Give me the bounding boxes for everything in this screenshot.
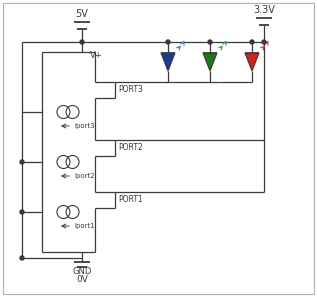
Text: 3.3V: 3.3V xyxy=(253,5,275,15)
Text: 5V: 5V xyxy=(75,9,88,19)
Circle shape xyxy=(262,40,266,44)
Text: Iport3: Iport3 xyxy=(74,123,95,129)
Circle shape xyxy=(20,210,24,214)
Circle shape xyxy=(80,40,84,44)
Text: GND: GND xyxy=(72,268,92,277)
Polygon shape xyxy=(203,53,217,71)
Text: 0V: 0V xyxy=(76,276,88,285)
Text: Iport1: Iport1 xyxy=(74,223,95,229)
Circle shape xyxy=(166,40,170,44)
Text: PORT3: PORT3 xyxy=(118,86,143,94)
Text: V+: V+ xyxy=(90,51,103,60)
Circle shape xyxy=(208,40,212,44)
Polygon shape xyxy=(161,53,175,71)
Circle shape xyxy=(20,160,24,164)
Circle shape xyxy=(20,256,24,260)
Text: PORT1: PORT1 xyxy=(118,195,143,205)
Text: PORT2: PORT2 xyxy=(118,143,143,152)
Text: Iport2: Iport2 xyxy=(74,173,95,179)
Circle shape xyxy=(250,40,254,44)
Polygon shape xyxy=(245,53,259,71)
